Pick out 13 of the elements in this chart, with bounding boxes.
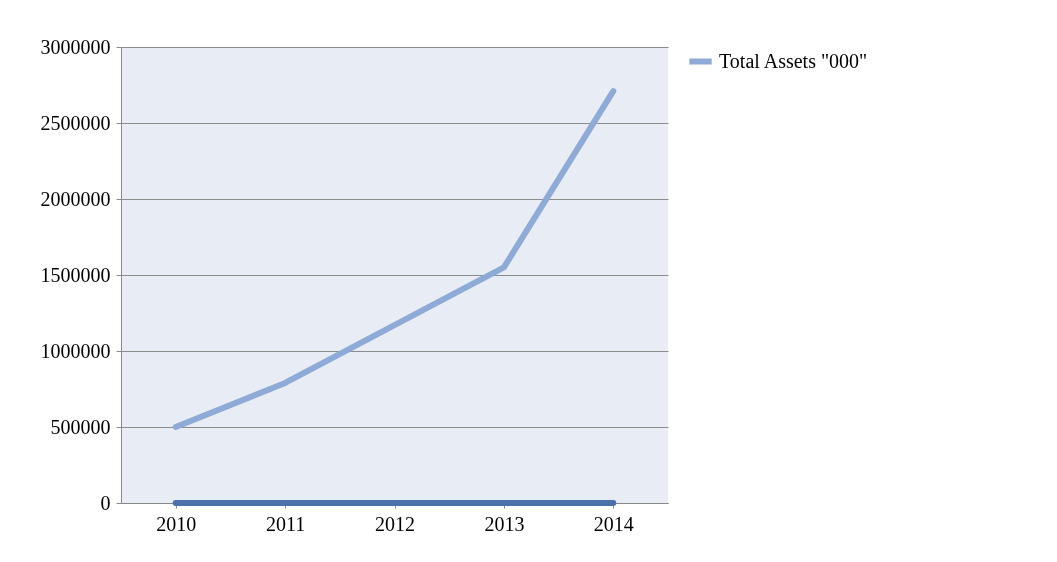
x-tick-label: 2010 [156,512,197,535]
x-tick-label: 2013 [484,512,525,535]
x-tick-label: 2012 [375,512,415,535]
x-tick-label: 2014 [593,512,634,535]
y-tick-label: 2500000 [40,111,111,134]
y-tick-label: 2000000 [40,187,111,210]
y-tick-label: 1500000 [40,263,111,286]
legend-label: Total Assets "000" [719,49,868,72]
y-tick-label: 3000000 [40,35,111,58]
y-tick-label: 1000000 [40,339,111,362]
y-tick-label: 0 [100,491,111,514]
y-tick-label: 500000 [50,415,111,438]
x-tick-label: 2011 [265,512,306,535]
